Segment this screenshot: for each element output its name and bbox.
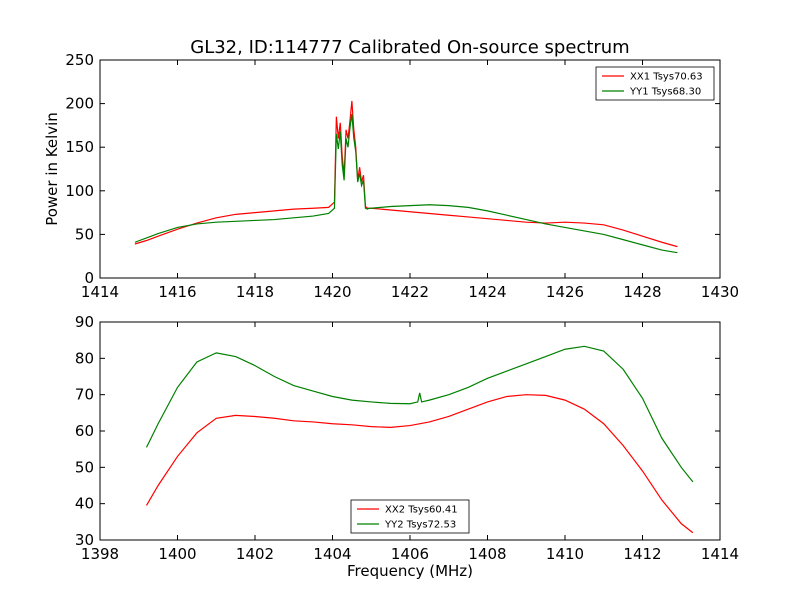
legend: XX1 Tsys70.63 YY1 Tsys68.30 <box>595 66 715 101</box>
x-tick-label: 1402 <box>236 545 274 563</box>
x-tick-label: 1426 <box>546 283 584 301</box>
x-tick-label: 1410 <box>546 545 584 563</box>
xlabel-bottom: Frequency (MHz) <box>347 562 473 580</box>
x-tick-label: 1414 <box>701 545 739 563</box>
x-tick-label: 1416 <box>158 283 196 301</box>
legend-label: YY1 Tsys68.30 <box>629 87 701 98</box>
y-tick-label: 40 <box>75 495 94 513</box>
y-tick-label: 200 <box>65 95 94 113</box>
legend-label: YY2 Tsys72.53 <box>384 520 456 531</box>
x-tick-label: 1406 <box>391 545 429 563</box>
y-tick-label: 50 <box>75 225 94 243</box>
x-tick-label: 1422 <box>391 283 429 301</box>
series-line-bottom-0 <box>145 394 694 534</box>
x-tick-label: 1414 <box>81 283 119 301</box>
y-tick-label: 90 <box>75 313 94 331</box>
x-tick-label: 1428 <box>623 283 661 301</box>
x-tick-label: 1420 <box>313 283 351 301</box>
y-tick-label: 50 <box>75 458 94 476</box>
x-tick-label: 1408 <box>468 545 506 563</box>
legend-label: XX2 Tsys60.41 <box>385 505 458 516</box>
y-tick-label: 0 <box>84 269 94 287</box>
y-tick-label: 150 <box>65 138 94 156</box>
subplot-top: Power in Kelvin 1414 1416 1418 1420 1422 1424… <box>43 51 739 301</box>
x-tick-label: 1398 <box>81 545 119 563</box>
x-tick-label: 1430 <box>701 283 739 301</box>
legend: XX2 Tsys60.41 YY2 Tsys72.53 <box>350 499 470 534</box>
series-line-top-0 <box>134 100 678 248</box>
y-tick-label: 60 <box>75 422 94 440</box>
ylabel-top: Power in Kelvin <box>43 112 61 226</box>
y-tick-label: 100 <box>65 182 94 200</box>
y-tick-label: 250 <box>65 51 94 69</box>
x-tick-label: 1404 <box>313 545 351 563</box>
y-tick-label: 30 <box>75 531 94 549</box>
x-tick-label: 1412 <box>623 545 661 563</box>
y-tick-label: 80 <box>75 349 94 367</box>
x-tick-label: 1424 <box>468 283 506 301</box>
subplot-bottom: Frequency (MHz) 1398 1400 1402 1404 1406 1408… <box>75 313 739 580</box>
figure-title: GL32, ID:114777 Calibrated On-source spe… <box>190 37 629 58</box>
x-tick-label: 1418 <box>236 283 274 301</box>
x-tick-label: 1400 <box>158 545 196 563</box>
y-tick-label: 70 <box>75 386 94 404</box>
series-line-top-1 <box>134 113 678 254</box>
legend-label: XX1 Tsys70.63 <box>630 72 703 83</box>
series-line-bottom-1 <box>145 345 694 483</box>
